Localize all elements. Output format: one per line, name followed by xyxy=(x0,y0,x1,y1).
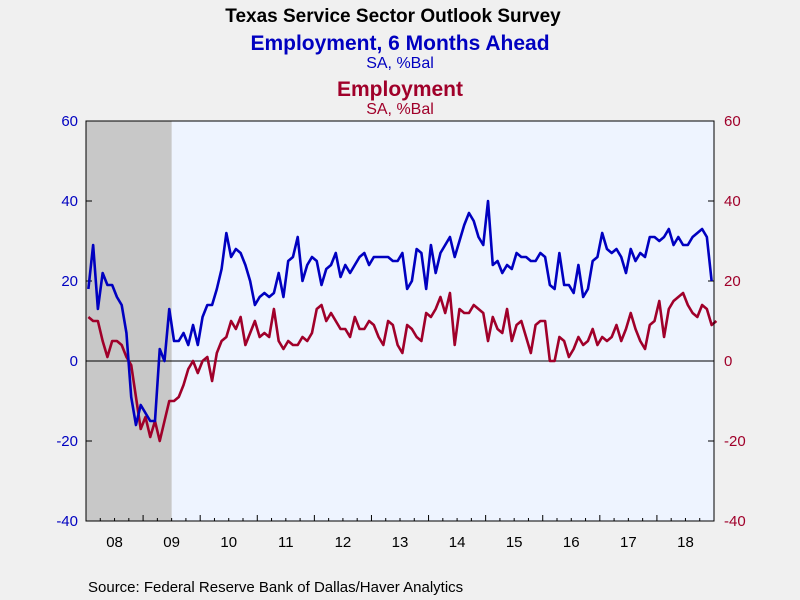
x-tick-label: 13 xyxy=(392,534,409,551)
left-tick-label: 40 xyxy=(61,193,78,210)
x-tick-label: 11 xyxy=(278,534,294,551)
right-axis-ticks: -40 -20 0 20 40 60 xyxy=(708,113,746,530)
series-1-line xyxy=(87,199,713,427)
series-1-name: Employment, 6 Months Ahead xyxy=(250,32,549,55)
right-tick-label: 40 xyxy=(724,193,741,210)
right-tick-label: 60 xyxy=(724,113,741,130)
x-tick-label: 08 xyxy=(106,534,123,551)
right-tick-label: -20 xyxy=(724,433,746,450)
x-axis: 08 09 10 11 12 13 14 15 16 17 18 xyxy=(99,515,701,551)
x-tick-label: 15 xyxy=(506,534,523,551)
x-tick-label: 12 xyxy=(335,534,352,551)
x-tick-label: 10 xyxy=(220,534,237,551)
recession-shading xyxy=(86,121,172,521)
x-tick-label: 17 xyxy=(620,534,637,551)
series-2-name: Employment xyxy=(337,78,463,101)
right-tick-label: 0 xyxy=(724,353,732,370)
x-tick-label: 14 xyxy=(449,534,466,551)
left-tick-label: 60 xyxy=(61,113,78,130)
source-note: Source: Federal Reserve Bank of Dallas/H… xyxy=(88,579,463,596)
series-2-subtitle: SA, %Bal xyxy=(366,101,434,118)
left-tick-label: -20 xyxy=(56,433,78,450)
left-tick-label: 0 xyxy=(70,353,78,370)
right-tick-label: 20 xyxy=(724,273,741,290)
right-tick-label: -40 xyxy=(724,513,746,530)
chart-title: Texas Service Sector Outlook Survey xyxy=(225,6,561,27)
left-tick-label: 20 xyxy=(61,273,78,290)
x-tick-label: 18 xyxy=(677,534,694,551)
x-tick-label: 16 xyxy=(563,534,580,551)
series-2-line xyxy=(87,291,718,443)
plot-area xyxy=(86,121,714,521)
series-1-subtitle: SA, %Bal xyxy=(366,55,434,72)
x-tick-label: 09 xyxy=(163,534,180,551)
left-axis-ticks: -40 -20 0 20 40 60 xyxy=(56,113,92,530)
plot-frame xyxy=(85,120,715,522)
left-tick-label: -40 xyxy=(56,513,78,530)
